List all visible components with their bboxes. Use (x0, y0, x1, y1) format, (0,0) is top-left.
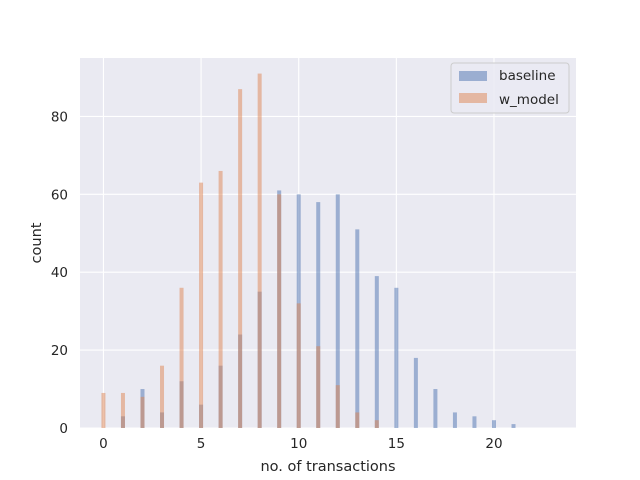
legend-swatch-w-model (459, 93, 487, 103)
y-axis-label: count (29, 222, 45, 263)
bar-baseline (472, 416, 477, 428)
bar-w-model (355, 412, 360, 428)
y-tick-label: 20 (51, 343, 68, 359)
y-tick-label: 0 (59, 421, 68, 437)
bar-baseline (316, 202, 321, 428)
bar-w-model (199, 182, 204, 428)
x-tick-label: 10 (290, 436, 307, 452)
bar-baseline (511, 424, 516, 428)
bar-baseline (452, 412, 457, 428)
bar-baseline (491, 420, 496, 428)
legend-label-w-model: w_model (499, 92, 559, 108)
bar-w-model (218, 170, 223, 428)
x-tick-label: 5 (197, 436, 206, 452)
bar-w-model (374, 420, 379, 428)
bar-w-model (101, 392, 106, 428)
bar-baseline (394, 287, 399, 428)
bar-w-model (277, 194, 282, 428)
x-axis-label: no. of transactions (260, 459, 395, 475)
bar-w-model (296, 303, 301, 428)
bar-w-model (140, 396, 145, 428)
bar-baseline (413, 357, 418, 428)
bar-w-model (257, 73, 262, 428)
bar-w-model (238, 89, 243, 428)
series-w-model (101, 73, 379, 428)
y-axis-ticks: 0 20 40 60 80 (51, 109, 68, 437)
legend: baseline w_model (450, 62, 570, 114)
legend-swatch-baseline (459, 71, 487, 81)
x-axis-ticks: 0 5 10 15 20 (99, 436, 502, 452)
bar-w-model (120, 392, 125, 428)
bar-baseline (335, 194, 340, 428)
y-tick-label: 40 (51, 265, 68, 281)
bar-baseline (433, 389, 438, 428)
bar-w-model (160, 365, 165, 428)
bar-baseline (355, 229, 360, 428)
bar-baseline (374, 276, 379, 428)
bar-w-model (335, 385, 340, 428)
x-tick-label: 0 (99, 436, 108, 452)
y-tick-label: 80 (51, 109, 68, 125)
x-tick-label: 20 (485, 436, 502, 452)
x-tick-label: 15 (388, 436, 405, 452)
y-tick-label: 60 (51, 187, 68, 203)
legend-label-baseline: baseline (499, 68, 556, 84)
bar-w-model (316, 346, 321, 428)
bar-w-model (179, 287, 184, 428)
